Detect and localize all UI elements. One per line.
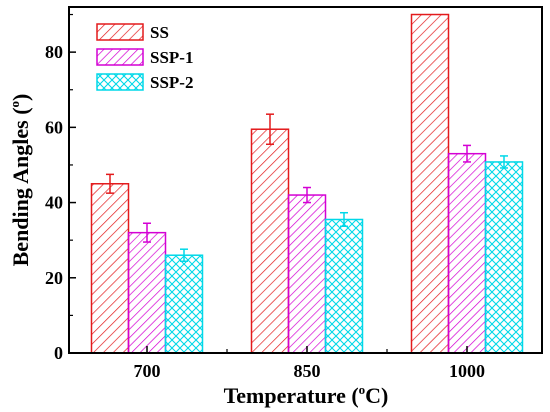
- x-axis-title: Temperature (oC): [224, 382, 389, 408]
- legend: SS SSP-1 SSP-2: [96, 23, 193, 92]
- legend-item-ss: SS: [96, 23, 169, 42]
- y-tick-label: 0: [54, 343, 63, 363]
- error-bar-ssp-2-700: [180, 248, 188, 262]
- y-tick-label: 40: [45, 193, 63, 213]
- bars-layer: [90, 13, 524, 354]
- plot-frame: [68, 6, 543, 354]
- error-bars-layer: [106, 113, 508, 262]
- y-axis-title: Bending Angles (o): [7, 94, 33, 267]
- bar-ssp-1-850: [287, 194, 327, 354]
- bar-ssp-1-1000: [447, 152, 487, 354]
- x-tick-label: 700: [134, 361, 161, 381]
- bar-ssp-2-850: [324, 218, 364, 354]
- error-bar-ssp-2-1000: [500, 155, 508, 169]
- legend-label: SSP-2: [150, 73, 193, 92]
- error-bar-ssp-1-1000: [463, 144, 471, 163]
- y-tick-label: 60: [45, 117, 63, 137]
- x-tick-label: 1000: [449, 361, 485, 381]
- bar-ssp-2-1000: [484, 161, 524, 354]
- error-bar-ssp-1-850: [303, 186, 311, 204]
- x-tick-label: 850: [294, 361, 321, 381]
- error-bar-ssp-2-850: [340, 211, 348, 228]
- x-axis-ticks: 700 850 1000: [134, 346, 485, 381]
- legend-swatch: [96, 73, 144, 91]
- error-bar-ss-850: [266, 113, 274, 146]
- legend-label: SSP-1: [150, 48, 193, 67]
- bar-ss-850: [250, 128, 290, 354]
- bar-ss-700: [90, 183, 130, 354]
- legend-item-ssp-2: SSP-2: [96, 73, 193, 92]
- legend-item-ssp-1: SSP-1: [96, 48, 193, 67]
- error-bar-ss-700: [106, 173, 114, 194]
- bar-ss-1000: [410, 13, 450, 354]
- legend-swatch: [96, 23, 144, 41]
- y-tick-label: 80: [45, 42, 63, 62]
- legend-label: SS: [150, 23, 169, 42]
- error-bar-ssp-1-700: [143, 222, 151, 243]
- bar-ssp-1-700: [127, 231, 167, 354]
- legend-swatch: [96, 48, 144, 66]
- y-tick-label: 20: [45, 268, 63, 288]
- bar-ssp-2-700: [164, 254, 204, 354]
- y-axis-ticks: 0 20 40 60 80: [45, 13, 76, 363]
